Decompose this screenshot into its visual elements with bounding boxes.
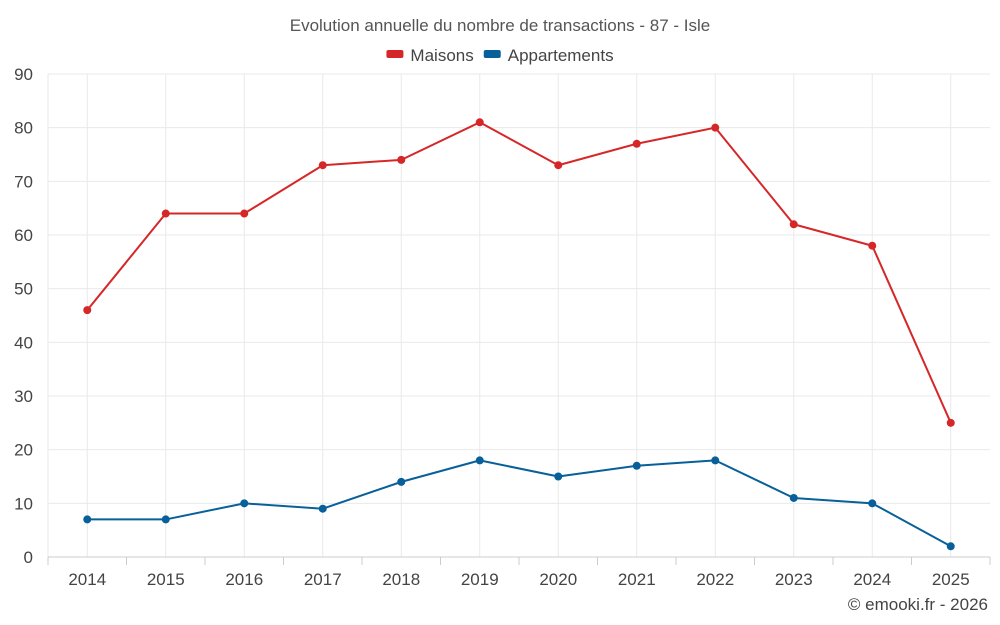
x-tick-label: 2024 bbox=[853, 570, 891, 589]
y-axis: 0 10 20 30 40 50 60 70 80 90 bbox=[14, 65, 33, 567]
x-tick-label: 2021 bbox=[618, 570, 656, 589]
y-tick-label: 50 bbox=[14, 280, 33, 299]
data-point-appartements bbox=[318, 504, 327, 513]
data-point-appartements bbox=[946, 542, 955, 551]
y-tick-label: 60 bbox=[14, 226, 33, 245]
legend-swatch bbox=[386, 50, 404, 58]
data-point-appartements bbox=[161, 515, 170, 524]
data-point-maisons bbox=[868, 241, 877, 250]
series-line-maisons bbox=[86, 121, 952, 424]
data-point-appartements bbox=[711, 456, 720, 465]
legend-item-appartements: Appartements bbox=[483, 46, 614, 65]
data-point-maisons bbox=[632, 139, 641, 148]
x-tick-label: 2018 bbox=[382, 570, 420, 589]
legend-label: Maisons bbox=[410, 46, 473, 65]
data-point-maisons bbox=[475, 118, 484, 127]
series-layer bbox=[83, 118, 955, 551]
y-tick-label: 30 bbox=[14, 387, 33, 406]
data-point-maisons bbox=[240, 209, 249, 218]
x-tick-label: 2025 bbox=[932, 570, 970, 589]
y-tick-label: 10 bbox=[14, 494, 33, 513]
legend-item-maisons: Maisons bbox=[386, 46, 474, 65]
data-point-maisons bbox=[397, 155, 406, 164]
data-point-appartements bbox=[475, 456, 484, 465]
legend: Maisons Appartements bbox=[386, 46, 614, 65]
x-tick-label: 2015 bbox=[147, 570, 185, 589]
y-tick-label: 70 bbox=[14, 172, 33, 191]
data-point-appartements bbox=[83, 515, 92, 524]
data-point-maisons bbox=[946, 418, 955, 427]
data-point-appartements bbox=[789, 493, 798, 502]
x-tick-label: 2017 bbox=[304, 570, 342, 589]
data-point-maisons bbox=[711, 123, 720, 132]
x-tick-label: 2016 bbox=[225, 570, 263, 589]
data-point-maisons bbox=[161, 209, 170, 218]
data-point-appartements bbox=[397, 477, 406, 486]
data-point-appartements bbox=[554, 472, 563, 481]
x-tick-label: 2022 bbox=[696, 570, 734, 589]
legend-label: Appartements bbox=[508, 46, 614, 65]
data-point-maisons bbox=[554, 161, 563, 170]
grid bbox=[47, 73, 990, 557]
data-point-appartements bbox=[868, 499, 877, 508]
data-point-appartements bbox=[240, 499, 249, 508]
data-point-maisons bbox=[318, 161, 327, 170]
y-tick-label: 80 bbox=[14, 119, 33, 138]
legend-swatch bbox=[483, 50, 501, 58]
y-tick-label: 90 bbox=[14, 65, 33, 84]
x-tick-label: 2020 bbox=[539, 570, 577, 589]
data-point-maisons bbox=[789, 220, 798, 229]
y-tick-label: 20 bbox=[14, 441, 33, 460]
x-tick-label: 2014 bbox=[68, 570, 106, 589]
y-tick-label: 40 bbox=[14, 333, 33, 352]
x-axis: 2014 2015 2016 2017 2018 2019 2020 2021 2022 2023… bbox=[47, 556, 991, 589]
y-tick-label: 0 bbox=[24, 548, 33, 567]
chart-title: Evolution annuelle du nombre de transact… bbox=[290, 16, 711, 35]
series-line-appartements bbox=[87, 459, 952, 548]
x-tick-label: 2019 bbox=[461, 570, 499, 589]
x-tick-label: 2023 bbox=[775, 570, 813, 589]
credit-text: © emooki.fr - 2026 bbox=[848, 595, 988, 614]
data-point-maisons bbox=[83, 306, 92, 315]
data-point-appartements bbox=[632, 461, 641, 470]
